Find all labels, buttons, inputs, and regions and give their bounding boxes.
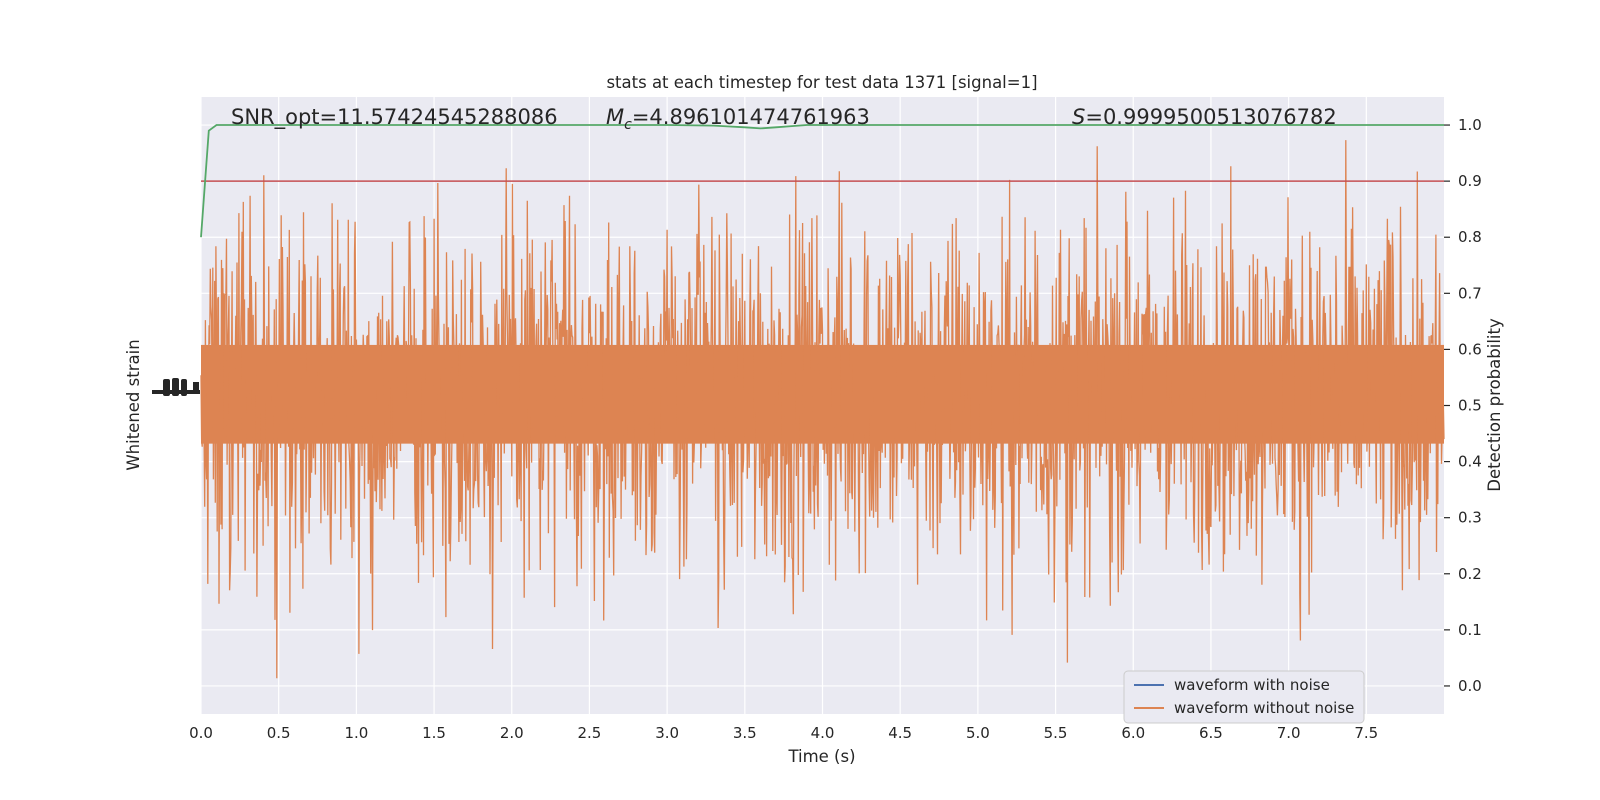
x-tick-label: 2.5 (578, 724, 602, 742)
x-tick-label: 5.0 (966, 724, 990, 742)
x-tick-label: 4.5 (888, 724, 912, 742)
x-tick-label: 7.5 (1354, 724, 1378, 742)
x-tick-label: 7.0 (1277, 724, 1301, 742)
x-tick-label: 3.5 (733, 724, 757, 742)
x-tick-label: 4.0 (811, 724, 835, 742)
left-tick-blob (172, 378, 179, 396)
y-right-tick-label: 0.2 (1458, 565, 1482, 583)
y-right-tick-label: 1.0 (1458, 116, 1482, 134)
left-axis-overlapping-ticks (152, 378, 200, 396)
chirp-mass-subscript: c (624, 117, 632, 133)
left-y-axis-label: Whitened strain (124, 339, 143, 470)
chirp-mass-annotation: Mc=4.896101474761963 (606, 105, 870, 133)
x-tick-label: 3.0 (655, 724, 679, 742)
snr-annotation: SNR_opt=11.57424545288086 (231, 105, 558, 130)
x-tick-label: 6.0 (1121, 724, 1145, 742)
legend-label-waveform-with-noise: waveform with noise (1174, 676, 1330, 694)
x-tick-label: 1.0 (344, 724, 368, 742)
y-right-tick-label: 0.7 (1458, 284, 1482, 302)
y-right-tick-label: 0.8 (1458, 228, 1482, 246)
detection-probability-line (200, 124, 1444, 238)
score-symbol: S (1072, 105, 1085, 129)
x-tick-label: 6.5 (1199, 724, 1223, 742)
y-right-tick-label: 0.3 (1458, 509, 1482, 527)
left-tick-blob (193, 382, 199, 393)
x-tick-label: 1.5 (422, 724, 446, 742)
chirp-mass-value: =4.896101474761963 (632, 105, 870, 129)
y-right-tick-label: 0.6 (1458, 340, 1482, 358)
chirp-mass-symbol: M (606, 105, 624, 129)
y-right-tick-label: 0.1 (1458, 621, 1482, 639)
legend-box (1123, 670, 1365, 724)
chart-title: stats at each timestep for test data 137… (606, 73, 1037, 92)
x-axis-label: Time (s) (787, 747, 855, 766)
y-right-tick-label: 0.0 (1458, 677, 1482, 695)
right-y-axis-label: Detection probability (1485, 318, 1504, 492)
score-annotation: S=0.9999500513076782 (1072, 105, 1337, 129)
x-tick-label: 0.0 (189, 724, 213, 742)
series-layer (200, 124, 1445, 679)
x-tick-label: 5.5 (1044, 724, 1068, 742)
y-right-tick-label: 0.5 (1458, 397, 1482, 415)
y-right-tick-label: 0.9 (1458, 172, 1482, 190)
y-right-tick-label: 0.4 (1458, 453, 1482, 471)
left-tick-blob (163, 379, 170, 396)
axes-layer: 0.0 0.5 1.0 1.5 2.0 2.5 3.0 3.5 4.0 4.5 5.0 5.5 6.0 6… (189, 116, 1482, 742)
score-value: =0.9999500513076782 (1085, 105, 1336, 129)
legend: waveform with noise waveform without noi… (1123, 670, 1365, 724)
legend-label-waveform-without-noise: waveform without noise (1174, 699, 1354, 717)
left-tick-blob (181, 379, 187, 396)
waveform-without-noise-line (200, 140, 1445, 679)
x-tick-label: 2.0 (500, 724, 524, 742)
x-tick-label: 0.5 (267, 724, 291, 742)
